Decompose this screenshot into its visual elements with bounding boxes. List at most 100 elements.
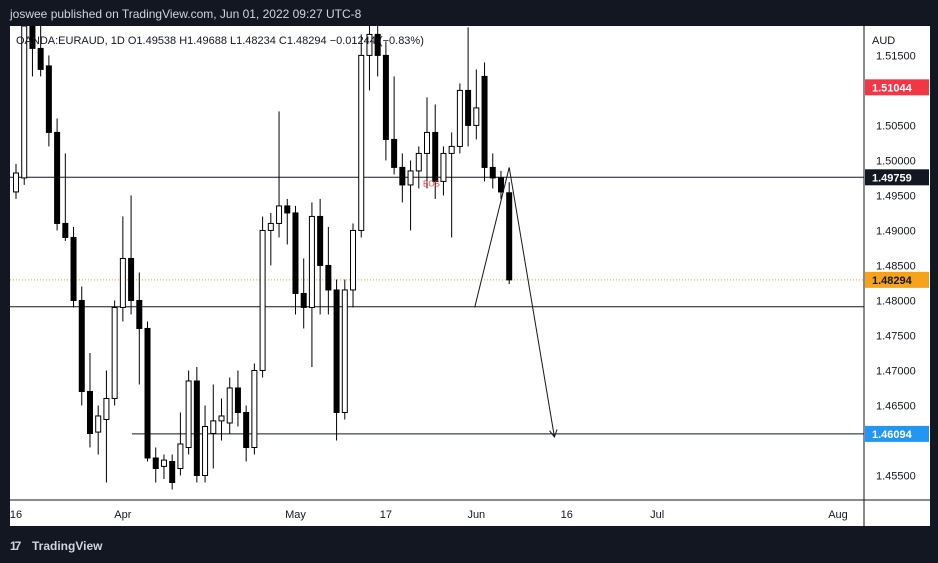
candle-body-up <box>160 459 167 467</box>
candle-body-down <box>86 390 93 434</box>
candle[interactable] <box>13 163 19 199</box>
candle[interactable] <box>95 405 102 455</box>
level-price-tag[interactable]: 1.49759 <box>865 169 929 186</box>
candle[interactable] <box>506 182 513 285</box>
candle-body-down <box>432 131 439 182</box>
candle[interactable] <box>152 447 159 483</box>
candle[interactable] <box>210 384 217 469</box>
candle-body-down <box>234 387 241 413</box>
level-price-tag[interactable]: 1.46094 <box>865 425 929 442</box>
candle-body-up <box>448 145 455 154</box>
candle[interactable] <box>391 76 398 175</box>
candle[interactable] <box>424 97 430 189</box>
candle-body-down <box>78 299 85 392</box>
candle[interactable] <box>226 377 233 434</box>
bos-annotation[interactable]: BOS <box>423 179 440 188</box>
projection-arrowhead <box>549 429 558 439</box>
candle-body-down <box>481 75 488 168</box>
candle[interactable] <box>193 366 200 483</box>
candle[interactable] <box>144 321 151 462</box>
candle[interactable] <box>54 118 61 231</box>
candle[interactable] <box>300 258 307 329</box>
candle[interactable] <box>341 279 348 420</box>
time-tick-label: 16 <box>10 509 22 521</box>
candle[interactable] <box>276 111 283 238</box>
candle[interactable] <box>317 198 324 315</box>
candle[interactable] <box>440 146 447 196</box>
candle[interactable] <box>415 146 422 189</box>
candles: BOS <box>13 25 513 490</box>
symbol-legend[interactable]: OANDA:EURAUD, 1D O1.49538 H1.49688 L1.48… <box>16 35 424 47</box>
candle[interactable] <box>497 170 504 199</box>
candle[interactable] <box>358 34 365 238</box>
candle[interactable] <box>333 279 340 441</box>
tradingview-logo[interactable]: 17 TradingView <box>10 539 102 553</box>
candle[interactable] <box>119 216 126 322</box>
candle[interactable] <box>382 41 389 161</box>
candle[interactable] <box>407 160 414 231</box>
candle-body-up <box>424 131 430 154</box>
candle[interactable] <box>62 153 69 241</box>
candle[interactable] <box>45 55 52 147</box>
candle[interactable] <box>185 370 192 455</box>
candle[interactable] <box>128 195 135 315</box>
candle[interactable] <box>37 26 44 77</box>
candle[interactable] <box>234 370 241 427</box>
candle-body-down <box>152 457 159 469</box>
candle[interactable] <box>325 226 332 315</box>
price-tick-label: 1.46500 <box>876 400 916 412</box>
candle[interactable] <box>489 153 496 189</box>
candle[interactable] <box>473 69 480 140</box>
candle[interactable] <box>366 26 373 91</box>
candle[interactable] <box>29 25 36 77</box>
candle[interactable] <box>78 286 85 406</box>
candle[interactable] <box>169 454 176 490</box>
candle[interactable] <box>86 352 93 448</box>
candle-body-down <box>391 138 398 168</box>
candle[interactable] <box>267 212 274 266</box>
price-axis-panel[interactable] <box>864 26 930 500</box>
candle[interactable] <box>21 25 28 185</box>
price-tick-label: 1.49000 <box>876 225 916 237</box>
candle[interactable] <box>432 104 439 199</box>
price-tag-bg <box>865 169 929 186</box>
current-price-tag[interactable]: 1.48294 <box>865 271 929 288</box>
projection-polyline[interactable] <box>474 167 555 438</box>
price-chart[interactable]: BOS 1.51500 1.50500 1.50000 1.49500 1.49000 1… <box>10 25 930 526</box>
candle[interactable] <box>111 300 118 406</box>
price-tag-bg <box>865 79 929 96</box>
publisher-text: joswee published on TradingView.com, Jun… <box>10 7 362 21</box>
candle[interactable] <box>448 132 455 238</box>
candle[interactable] <box>465 27 472 147</box>
candle-body-down <box>489 166 496 179</box>
candle[interactable] <box>177 412 184 476</box>
high-price-tag[interactable]: 1.51044 <box>865 79 929 96</box>
candle-body-down <box>62 222 69 238</box>
candle[interactable] <box>374 26 381 77</box>
candle[interactable] <box>350 223 357 308</box>
candle[interactable] <box>456 83 463 154</box>
candle[interactable] <box>160 454 167 479</box>
time-tick-label: Aug <box>828 509 848 521</box>
candle[interactable] <box>243 405 250 462</box>
time-ticks[interactable]: 16 Apr May 17 Jun 16 Jul Aug <box>10 509 848 521</box>
tradingview-logo-icon: 17 <box>10 539 21 553</box>
candle-body-down <box>292 212 299 294</box>
candle[interactable] <box>70 226 77 308</box>
candle[interactable] <box>136 272 143 385</box>
candle[interactable] <box>292 205 299 315</box>
candle[interactable] <box>481 62 488 182</box>
candle[interactable] <box>202 405 209 483</box>
candle-body-up <box>177 443 184 469</box>
candle[interactable] <box>284 198 291 245</box>
candle[interactable] <box>251 363 258 455</box>
candle[interactable] <box>259 216 266 378</box>
candle-body-down <box>399 166 406 186</box>
candle[interactable] <box>399 153 406 203</box>
candle[interactable] <box>308 202 315 367</box>
chart-svg[interactable]: BOS 1.515001.505001.500001.495001.490001… <box>10 25 930 526</box>
candle[interactable] <box>218 398 225 441</box>
candle-body-down <box>136 299 143 329</box>
price-tick-label: 1.45500 <box>876 470 916 482</box>
candle[interactable] <box>103 370 110 483</box>
